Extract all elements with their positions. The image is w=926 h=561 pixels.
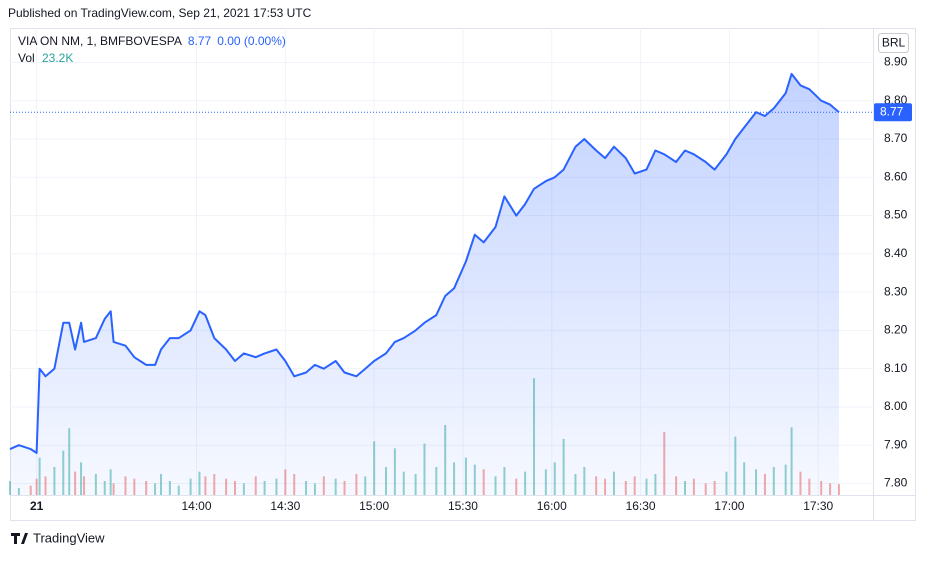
brand-logo <box>11 533 28 544</box>
y-tick-label: 8.50 <box>884 208 908 222</box>
legend: VIA ON NM, 1, BMFBOVESPA 8.77 0.00 (0.00… <box>18 34 286 65</box>
y-tick-label: 7.90 <box>884 437 908 451</box>
symbol: VIA ON NM, 1, BMFBOVESPA <box>18 34 182 48</box>
y-tick-label: 8.00 <box>884 399 908 413</box>
published-note: Published on TradingView.com, Sep 21, 20… <box>8 6 312 20</box>
x-tick-label: 15:00 <box>359 499 389 513</box>
x-tick-label: 16:00 <box>537 499 567 513</box>
x-tick-label: 14:00 <box>181 499 211 513</box>
y-tick-label: 8.10 <box>884 361 908 375</box>
y-tick-label: 8.60 <box>884 169 908 183</box>
y-tick-label: 8.90 <box>884 55 908 69</box>
currency-box[interactable] <box>878 33 909 53</box>
brand-name: TradingView <box>33 530 105 545</box>
legend-change: 0.00 (0.00%) <box>217 34 286 48</box>
x-tick-label: 16:30 <box>626 499 656 513</box>
x-tick-label: 17:00 <box>714 499 744 513</box>
legend-price: 8.77 <box>188 34 212 48</box>
price-series <box>9 72 873 496</box>
y-tick-label: 8.40 <box>884 246 908 260</box>
y-tick-label: 8.30 <box>884 284 908 298</box>
x-tick-label: 21 <box>30 499 44 513</box>
price-line <box>9 72 840 454</box>
volume-value: 23.2K <box>42 51 73 65</box>
volume-name: Vol <box>18 51 35 65</box>
x-tick-label: 15:30 <box>448 499 478 513</box>
y-tick-label: 8.70 <box>884 131 908 145</box>
x-tick-label: 17:30 <box>803 499 833 513</box>
x-tick-label: 14:30 <box>270 499 300 513</box>
footer-brand: TradingView <box>11 530 105 545</box>
y-tick-label: 8.20 <box>884 323 908 337</box>
axes: 7.80 7.90 8.00 8.10 8.20 8.30 8.40 8.50 8.60 8.70… <box>30 55 912 513</box>
price-area <box>10 73 839 496</box>
last-price-box <box>874 103 912 122</box>
last-price-label: 8.77 <box>880 104 904 118</box>
y-tick-label: 7.80 <box>884 476 908 490</box>
currency[interactable]: BRL <box>882 36 906 50</box>
